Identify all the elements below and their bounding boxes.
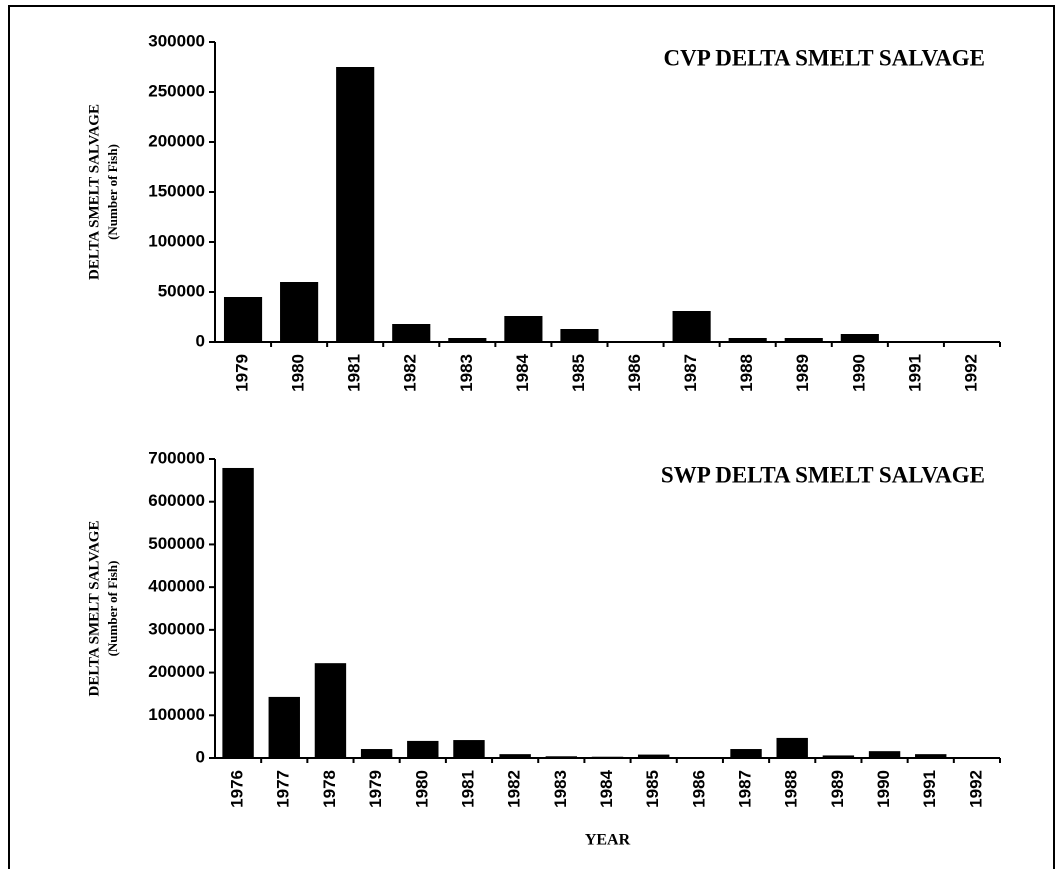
y-tick-label: 600000: [148, 491, 205, 510]
x-tick-label: 1984: [513, 353, 532, 391]
bar: [280, 282, 319, 342]
chart-title: SWP DELTA SMELT SALVAGE: [661, 462, 985, 487]
x-tick-label: 1980: [412, 770, 431, 808]
bar: [314, 663, 347, 758]
x-tick-label: 1985: [643, 770, 662, 808]
bar: [784, 338, 823, 342]
bar: [360, 749, 393, 758]
bar: [776, 737, 808, 758]
bar: [616, 341, 655, 342]
bar: [407, 740, 439, 758]
y-tick-label: 200000: [148, 662, 205, 681]
bar: [545, 756, 578, 758]
y-tick-label: 150000: [148, 181, 205, 200]
y-tick-label: 0: [196, 747, 205, 766]
x-tick-label: 1992: [966, 770, 985, 808]
y-tick-label: 300000: [148, 31, 205, 50]
bar: [840, 334, 879, 342]
x-tick-label: 1979: [233, 354, 252, 392]
x-tick-label: 1991: [905, 354, 924, 392]
x-tick-label: 1981: [458, 770, 477, 808]
x-tick-label: 1990: [849, 354, 868, 392]
bar: [499, 754, 531, 758]
x-tick-label: 1983: [551, 770, 570, 808]
x-tick-label: 1984: [597, 769, 616, 807]
x-tick-label: 1987: [681, 354, 700, 392]
x-tick-label: 1991: [920, 770, 939, 808]
x-tick-label: 1986: [625, 354, 644, 392]
x-tick-label: 1976: [228, 770, 247, 808]
bar: [560, 329, 599, 342]
y-tick-label: 100000: [148, 231, 205, 250]
y-tick-label: 200000: [148, 131, 205, 150]
x-tick-label: 1990: [874, 770, 893, 808]
y-tick-label: 700000: [148, 448, 205, 467]
bar: [961, 757, 993, 758]
y-tick-label: 250000: [148, 81, 205, 100]
x-tick-label: 1980: [289, 354, 308, 392]
bar: [504, 316, 543, 342]
y-tick-label: 50000: [158, 281, 205, 300]
chart-title: CVP DELTA SMELT SALVAGE: [663, 45, 985, 70]
bar: [915, 754, 947, 758]
bar: [868, 751, 901, 758]
x-tick-label: 1989: [793, 354, 812, 392]
x-tick-label: 1989: [828, 770, 847, 808]
y-tick-label: 300000: [148, 619, 205, 638]
bar: [336, 67, 375, 342]
bar: [453, 740, 485, 758]
bar: [730, 749, 762, 758]
x-axis-label: YEAR: [585, 832, 631, 849]
y-tick-label: 0: [196, 331, 205, 350]
x-tick-label: 1982: [505, 770, 524, 808]
x-tick-label: 1992: [961, 354, 980, 392]
bar: [392, 324, 431, 342]
x-tick-label: 1985: [569, 354, 588, 392]
y-axis-sublabel: (Number of Fish): [105, 144, 120, 240]
y-axis-label: DELTA SMELT SALVAGE: [86, 521, 102, 697]
y-axis-sublabel: (Number of Fish): [105, 561, 120, 657]
x-tick-label: 1981: [345, 354, 364, 392]
y-axis-label: DELTA SMELT SALVAGE: [86, 104, 102, 280]
y-tick-label: 400000: [148, 577, 205, 596]
x-tick-label: 1982: [401, 354, 420, 392]
bar: [822, 755, 855, 758]
y-tick-label: 100000: [148, 705, 205, 724]
x-tick-label: 1987: [736, 770, 755, 808]
x-tick-label: 1983: [457, 354, 476, 392]
x-tick-label: 1978: [320, 770, 339, 808]
bar: [448, 338, 487, 342]
bar: [672, 311, 711, 342]
bar: [222, 467, 254, 758]
frame: [8, 5, 1055, 869]
x-tick-label: 1986: [689, 770, 708, 808]
x-tick-label: 1988: [782, 770, 801, 808]
bar: [952, 341, 992, 342]
x-tick-label: 1977: [274, 770, 293, 808]
bar: [896, 341, 935, 342]
bar: [684, 757, 716, 758]
bar: [268, 696, 300, 758]
bar: [728, 338, 767, 342]
bar: [637, 754, 670, 758]
bar: [223, 297, 263, 342]
x-tick-label: 1988: [737, 354, 756, 392]
x-tick-label: 1979: [366, 770, 385, 808]
bar: [591, 756, 624, 758]
y-tick-label: 500000: [148, 534, 205, 553]
